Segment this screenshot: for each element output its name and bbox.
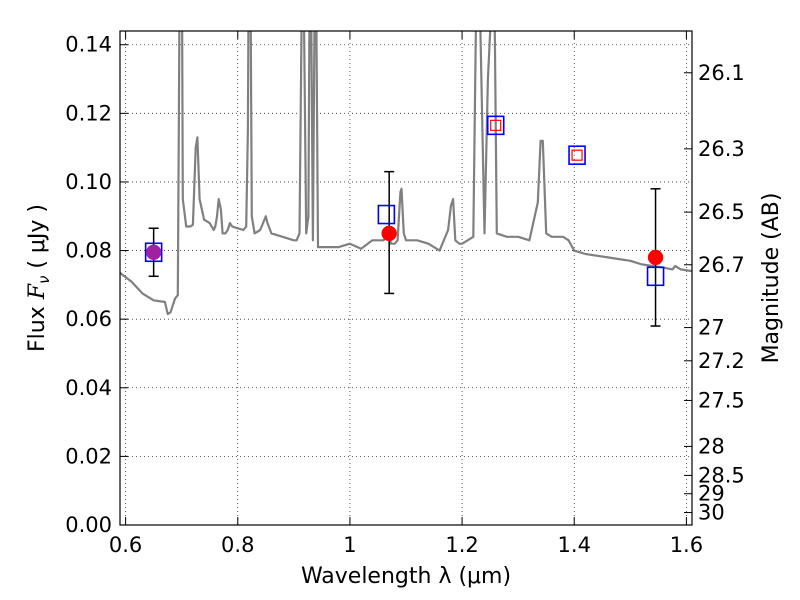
- x-tick-label-4: 1.4: [558, 533, 591, 557]
- observed-blended-point-0: [145, 244, 162, 261]
- y-tick-label-4: 0.08: [65, 239, 112, 263]
- observed-square-1: [571, 149, 583, 161]
- model-square-4: [646, 266, 665, 287]
- observed-point-0: [381, 225, 397, 242]
- y-tick-label-5: 0.10: [65, 170, 112, 194]
- y-axis-ticks: 0.00 0.02 0.04 0.06 0.08 0.10 0.12 0.14: [65, 33, 128, 537]
- mag-tick-label-4: 27: [698, 316, 725, 340]
- mag-tick-label-6: 27.5: [698, 388, 745, 412]
- mag-tick-label-9: 29: [698, 482, 725, 506]
- x-axis-ticks: 0.6 0.8 1 1.2 1.4 1.6: [109, 31, 703, 557]
- model-square-1: [377, 204, 396, 225]
- mag-tick-label-2: 26.5: [698, 200, 745, 224]
- model-spectrum-line: [120, 31, 692, 316]
- mag-tick-label-7: 28: [698, 434, 725, 458]
- mag-tick-label-3: 26.7: [698, 253, 745, 277]
- y-tick-label-0: 0.00: [65, 513, 112, 537]
- x-tick-label-2: 1: [343, 533, 356, 557]
- plot-frame: [119, 30, 693, 526]
- mag-tick-label-8: 28.5: [698, 463, 745, 487]
- mag-tick-label-10: 30: [698, 501, 725, 525]
- model-square-3: [568, 145, 586, 165]
- y-tick-label-1: 0.02: [65, 444, 112, 468]
- y-axis-label: Flux Fν ( μJy ): [25, 204, 53, 352]
- x-tick-label-0: 0.6: [109, 533, 142, 557]
- model-square-2: [486, 115, 505, 136]
- y-tick-label-2: 0.04: [65, 376, 112, 400]
- mag-tick-label-1: 26.3: [698, 137, 745, 161]
- data-points: [144, 115, 665, 327]
- y-tick-label-6: 0.12: [65, 101, 112, 125]
- x-tick-label-1: 0.8: [221, 533, 254, 557]
- mag-tick-label-0: 26.1: [698, 61, 745, 85]
- model-square-0: [144, 242, 163, 263]
- y-tick-label-3: 0.06: [65, 307, 112, 331]
- x-axis-label: Wavelength λ (μm): [301, 564, 511, 589]
- grid-lines: [120, 31, 692, 525]
- x-tick-label-3: 1.2: [445, 533, 478, 557]
- mag-tick-label-5: 27.2: [698, 349, 745, 373]
- observed-point-1: [647, 249, 664, 266]
- right-axis-label: Magnitude (AB): [759, 193, 784, 364]
- observed-square-0: [490, 119, 502, 131]
- x-tick-label-5: 1.6: [670, 533, 703, 557]
- y-tick-label-7: 0.14: [65, 33, 112, 57]
